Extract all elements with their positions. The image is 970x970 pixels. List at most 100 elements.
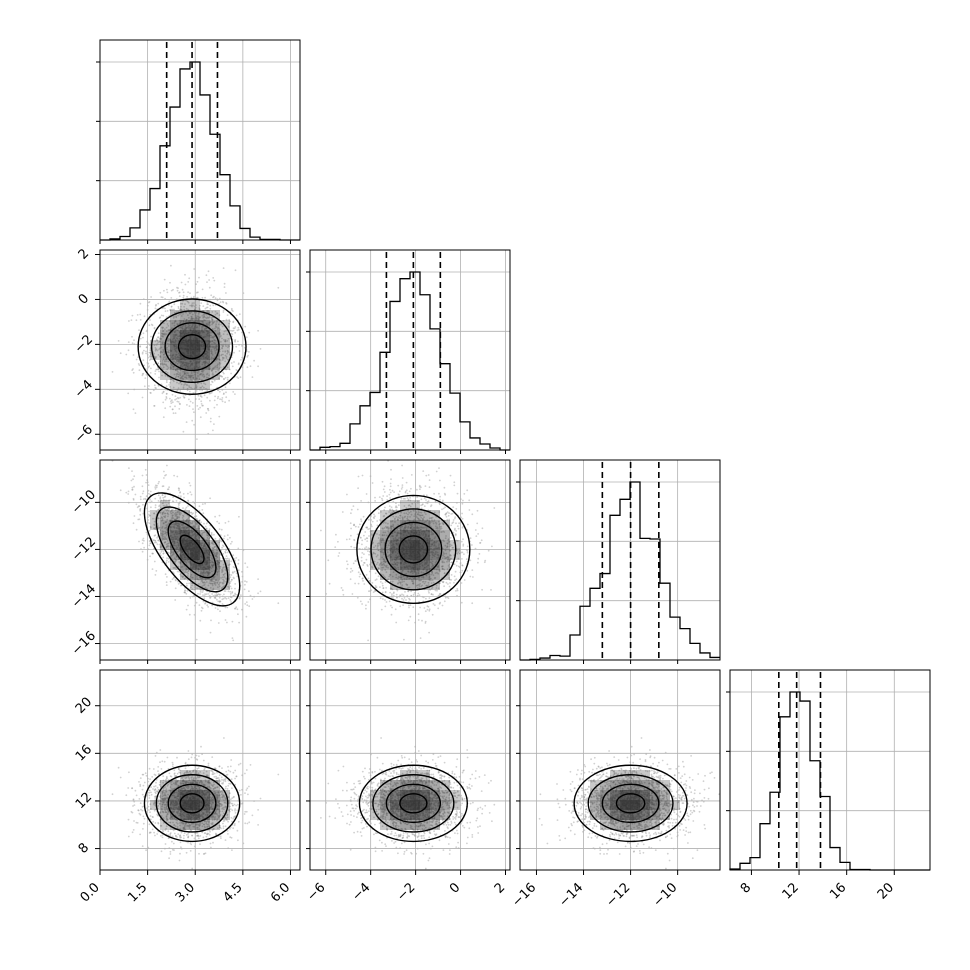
data-point [157, 539, 160, 542]
data-point [117, 340, 120, 342]
data-point [176, 286, 178, 289]
data-point [153, 352, 156, 355]
data-point [376, 520, 379, 522]
data-point [226, 376, 229, 379]
data-point [199, 386, 202, 389]
data-point [219, 363, 221, 366]
data-point [203, 522, 205, 525]
data-point [173, 474, 176, 477]
data-point [455, 508, 458, 510]
data-point [447, 583, 449, 585]
data-point [428, 609, 431, 612]
data-point [368, 535, 370, 537]
data-point [132, 354, 135, 356]
data-point [139, 345, 142, 347]
data-point [420, 504, 422, 507]
data-point [384, 599, 386, 601]
data-point [166, 339, 169, 341]
data-point [197, 291, 199, 294]
data-point [149, 349, 152, 351]
data-point [225, 330, 227, 332]
data-point [456, 492, 459, 495]
data-point [143, 385, 146, 388]
data-point [205, 373, 208, 376]
data-point [177, 487, 180, 490]
data-point [187, 374, 190, 377]
data-point [188, 375, 190, 377]
data-point [138, 364, 141, 367]
data-point [235, 557, 238, 559]
data-point [214, 313, 217, 316]
data-point [177, 387, 180, 389]
data-point [161, 333, 164, 335]
data-point [346, 567, 348, 570]
data-point [171, 308, 174, 311]
data-point [191, 317, 194, 319]
data-point [232, 329, 235, 332]
data-point [161, 335, 164, 337]
data-point [203, 314, 205, 317]
data-point [384, 581, 387, 583]
data-point [162, 366, 165, 369]
data-point [145, 373, 148, 376]
data-point [438, 492, 440, 495]
data-point [348, 538, 351, 540]
data-point [475, 535, 478, 537]
data-point [209, 399, 211, 402]
data-point [185, 608, 188, 611]
data-point [154, 506, 157, 509]
data-point [211, 318, 214, 321]
data-point [457, 527, 460, 530]
data-point [388, 493, 391, 496]
data-point [199, 406, 202, 409]
data-point [210, 360, 213, 362]
data-point [222, 333, 225, 335]
data-point [204, 502, 207, 505]
data-point [158, 348, 161, 351]
data-point [206, 396, 209, 399]
data-point [421, 619, 423, 622]
data-point [200, 400, 203, 403]
data-point [167, 354, 170, 357]
data-point [141, 542, 144, 545]
data-point [245, 601, 248, 603]
data-point [201, 288, 204, 291]
data-point [363, 553, 365, 555]
data-point [125, 491, 128, 494]
data-point [361, 552, 364, 554]
data-point [175, 375, 178, 377]
data-point [205, 522, 208, 525]
data-point [141, 352, 144, 355]
data-point [214, 537, 217, 540]
data-point [145, 346, 148, 349]
data-point [231, 540, 233, 543]
data-point [198, 378, 201, 381]
data-point [159, 316, 162, 319]
data-point [207, 606, 210, 608]
data-point [209, 304, 212, 307]
data-point [237, 613, 239, 616]
data-point [177, 495, 180, 497]
data-point [218, 593, 221, 596]
data-point [226, 538, 229, 541]
data-point [226, 534, 229, 536]
data-point [466, 569, 469, 572]
data-point [390, 506, 393, 509]
data-point [182, 378, 185, 380]
data-point [246, 366, 249, 369]
data-point [160, 335, 163, 337]
data-point [196, 405, 199, 407]
data-point [401, 486, 404, 488]
data-point [171, 322, 174, 325]
data-point [468, 499, 471, 502]
data-point [230, 560, 233, 563]
data-point [164, 307, 166, 310]
data-point [243, 588, 246, 591]
data-point [345, 538, 348, 541]
data-point [154, 386, 157, 389]
data-point [393, 591, 395, 594]
data-point [149, 319, 151, 321]
data-point [236, 608, 239, 611]
data-point [159, 291, 162, 294]
data-point [472, 576, 474, 578]
